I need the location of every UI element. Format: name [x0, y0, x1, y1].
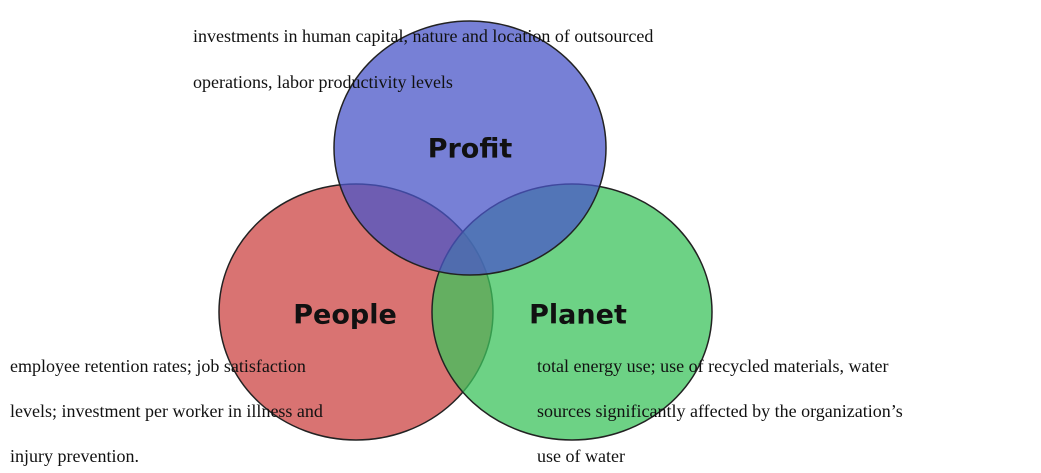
circles	[218, 20, 713, 441]
profit-label: Profit	[428, 134, 513, 165]
people-description: employee retention rates; job satisfacti…	[10, 356, 306, 376]
profit-circle	[333, 20, 607, 276]
planet-description: sources significantly affected by the or…	[537, 401, 903, 421]
people-description: injury prevention.	[10, 446, 139, 466]
profit-description: operations, labor productivity levels	[193, 72, 453, 92]
planet-description: use of water	[537, 446, 625, 466]
profit-description: investments in human capital, nature and…	[193, 26, 653, 46]
planet-description: total energy use; use of recycled materi…	[537, 356, 889, 376]
people-label: People	[293, 300, 397, 331]
planet-label: Planet	[529, 300, 627, 331]
people-description: levels; investment per worker in illness…	[10, 401, 323, 421]
